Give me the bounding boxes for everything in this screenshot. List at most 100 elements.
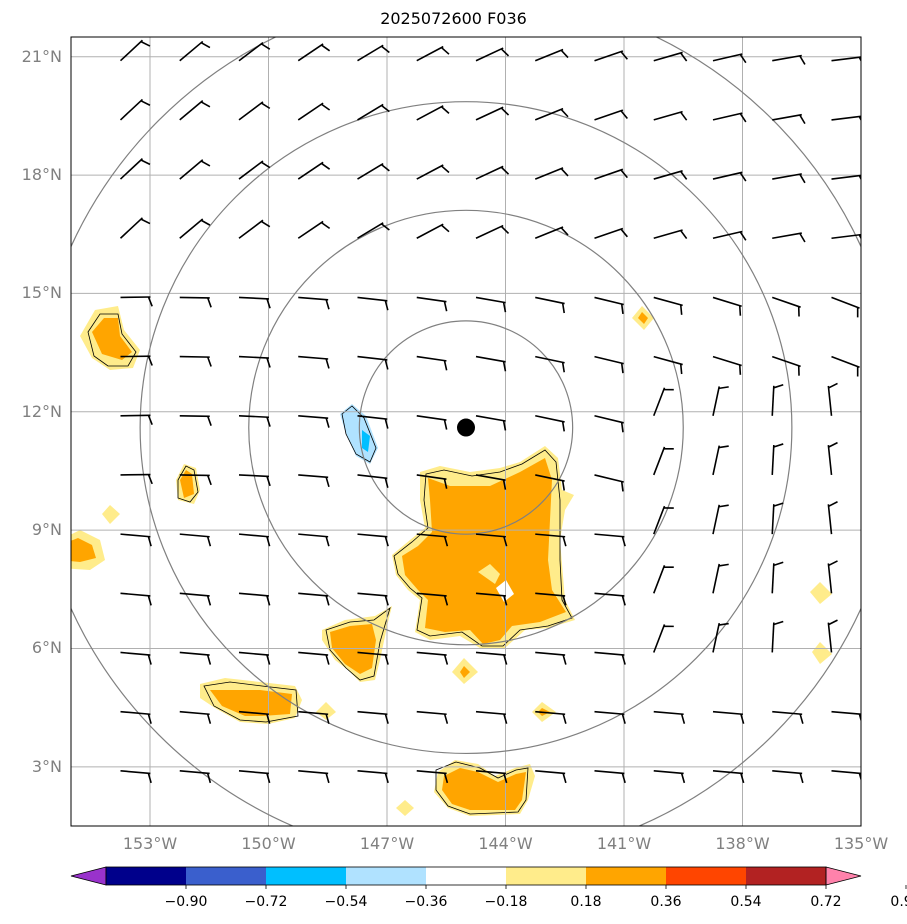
wind-barb: [712, 355, 742, 375]
wind-barb: [179, 159, 211, 180]
wind-barb: [831, 115, 861, 122]
wind-barb: [653, 296, 683, 315]
filled-contours: [71, 306, 832, 816]
wind-barb: [535, 651, 567, 665]
wind-barb: [827, 382, 838, 416]
wind-barb: [179, 40, 211, 62]
wind-barb: [238, 296, 271, 309]
wind-barb: [831, 296, 860, 318]
wind-barb: [475, 474, 507, 490]
wind-barb: [416, 164, 450, 180]
wind-barb: [712, 563, 729, 594]
wind-barb: [357, 533, 389, 547]
wind-barb: [298, 710, 330, 724]
wind-barb: [119, 158, 151, 180]
wind-barb: [772, 54, 806, 65]
wind-barb: [416, 105, 450, 121]
wind-barb: [357, 222, 390, 239]
wind-barb: [594, 592, 626, 606]
wind-barb: [238, 533, 271, 547]
wind-barb: [120, 592, 152, 606]
colorbar-tick-label: 0.18: [570, 894, 602, 910]
wind-barb: [238, 355, 271, 368]
wind-barb: [772, 173, 806, 184]
wind-barb: [535, 474, 566, 491]
range-ring: [139, 101, 793, 755]
wind-barb: [831, 233, 861, 240]
wind-barb: [298, 296, 330, 310]
wind-barb: [535, 592, 567, 606]
wind-barb: [712, 445, 729, 476]
wind-barb: [712, 53, 747, 64]
wind-barb: [831, 770, 861, 782]
wind-barb: [416, 474, 448, 489]
wind-barb: [594, 296, 624, 315]
wind-barb: [357, 474, 389, 488]
wind-barb: [594, 50, 628, 62]
wind-barb: [712, 386, 729, 416]
wind-barb: [238, 414, 271, 427]
wind-barb: [653, 624, 674, 653]
wind-barb: [712, 171, 747, 182]
colorbar-extend-high: [825, 866, 862, 886]
colorbar-segment: [266, 867, 347, 885]
wind-barb: [475, 355, 507, 372]
wind-barb: [831, 710, 861, 723]
range-ring: [248, 209, 684, 646]
latitude-label: 18°N: [21, 165, 62, 185]
wind-barb: [416, 770, 449, 784]
wind-barb: [416, 651, 449, 665]
wind-barb: [535, 770, 567, 784]
wind-barb: [594, 168, 628, 180]
colorbar-tick-label: −0.90: [164, 894, 208, 910]
wind-barb: [357, 44, 390, 62]
wind-barb: [653, 355, 683, 375]
wind-barb: [831, 56, 861, 63]
wind-barb: [475, 106, 510, 121]
colorbar-tick-label: 0.36: [650, 894, 682, 910]
wind-barb: [416, 710, 449, 724]
wind-barb: [827, 501, 838, 535]
wind-barb: [594, 710, 626, 724]
wind-barb: [298, 474, 330, 488]
wind-barb: [771, 296, 801, 317]
colorbar-tick-label: −0.54: [324, 894, 368, 910]
wind-barb: [535, 414, 566, 432]
wind-barb: [357, 592, 389, 606]
wind-barb: [119, 217, 151, 239]
wind-barb: [535, 355, 566, 373]
longitude-label: 135°W: [833, 834, 889, 853]
wind-barb: [771, 383, 784, 416]
colorbar-extend-low: [70, 866, 107, 886]
wind-barb: [357, 355, 389, 370]
wind-barb: [120, 770, 152, 784]
wind-barb: [653, 710, 686, 724]
wind-barb: [827, 441, 838, 476]
wind-barb: [119, 98, 151, 121]
wind-barb: [771, 443, 784, 475]
wind-barb: [653, 170, 688, 180]
wind-barb: [772, 113, 806, 125]
wind-barb: [772, 232, 806, 243]
longitude-label: 138°W: [715, 834, 770, 853]
wind-barb: [179, 770, 212, 784]
wind-barb: [297, 220, 331, 239]
wind-barb: [416, 223, 450, 239]
wind-barb: [653, 565, 674, 594]
wind-barb: [475, 47, 510, 62]
wind-barb: [298, 533, 330, 547]
wind-barb: [179, 218, 211, 239]
latitude-label: 15°N: [21, 283, 62, 303]
wind-barb: [119, 39, 151, 62]
wind-barb: [298, 355, 330, 369]
wind-barb: [534, 107, 569, 121]
wind-barb: [416, 355, 448, 371]
wind-barb: [535, 296, 566, 314]
wind-barb: [772, 770, 804, 784]
latitude-label: 3°N: [31, 756, 62, 776]
latitude-label: 12°N: [21, 401, 62, 421]
colorbar-tick-label: −0.36: [404, 894, 448, 910]
colorbar-tick-label: −0.18: [484, 894, 528, 910]
wind-barb: [653, 110, 688, 121]
longitude-label: 147°W: [359, 834, 415, 853]
